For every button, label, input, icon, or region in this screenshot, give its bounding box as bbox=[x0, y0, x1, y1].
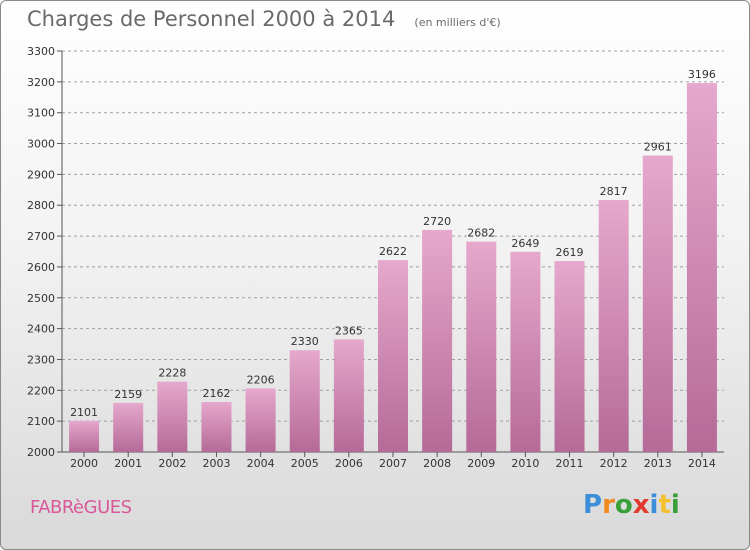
y-tick-label: 2400 bbox=[27, 323, 55, 336]
x-tick-label: 2009 bbox=[467, 457, 495, 470]
data-label: 2961 bbox=[644, 141, 672, 154]
chart-subtitle: (en milliers d'€) bbox=[414, 16, 501, 29]
x-tick-label: 2007 bbox=[379, 457, 407, 470]
commune-name: FABRèGUES bbox=[30, 497, 132, 518]
y-tick-label: 3100 bbox=[27, 107, 55, 120]
x-tick-label: 2005 bbox=[291, 457, 319, 470]
proxiti-logo[interactable]: Proxiti bbox=[583, 490, 680, 520]
logo-letter: i bbox=[649, 490, 659, 520]
bar bbox=[554, 261, 585, 452]
y-tick-label: 2000 bbox=[27, 446, 55, 459]
bar bbox=[642, 155, 673, 452]
data-label: 2162 bbox=[202, 387, 230, 400]
x-tick-label: 2014 bbox=[688, 457, 716, 470]
data-label: 2720 bbox=[423, 215, 451, 228]
bar bbox=[333, 339, 364, 452]
axes: 2000 2100 2200 2300 2400 2500 2600 2700 2800 2900… bbox=[27, 45, 724, 470]
bar bbox=[201, 402, 232, 452]
data-label: 3196 bbox=[688, 68, 716, 81]
chart-title: Charges de Personnel 2000 à 2014 bbox=[27, 7, 396, 31]
bar bbox=[69, 420, 100, 452]
bar bbox=[245, 388, 276, 452]
y-tick-label: 2800 bbox=[27, 199, 55, 212]
data-label: 2228 bbox=[158, 367, 186, 380]
bar bbox=[686, 83, 717, 452]
y-tick-label: 3200 bbox=[27, 76, 55, 89]
title-block: Charges de Personnel 2000 à 2014 (en mil… bbox=[27, 7, 501, 31]
bar bbox=[598, 199, 629, 452]
logo-letter: r bbox=[602, 490, 615, 520]
x-tick-label: 2001 bbox=[114, 457, 142, 470]
y-tick-label: 3000 bbox=[27, 138, 55, 151]
data-label: 2365 bbox=[335, 324, 363, 337]
bar bbox=[157, 381, 188, 452]
x-tick-label: 2003 bbox=[202, 457, 230, 470]
logo-letter: i bbox=[670, 490, 680, 520]
bar bbox=[510, 251, 541, 452]
x-tick-label: 2008 bbox=[423, 457, 451, 470]
y-tick-label: 2100 bbox=[27, 415, 55, 428]
data-label: 2159 bbox=[114, 388, 142, 401]
data-label: 2101 bbox=[70, 406, 98, 419]
y-tick-label: 2600 bbox=[27, 261, 55, 274]
x-tick-label: 2012 bbox=[600, 457, 628, 470]
y-tick-label: 2900 bbox=[27, 168, 55, 181]
bar bbox=[289, 350, 320, 452]
labels: 2101 2159 2228 2162 2206 2330 2365 2622 2720 2682… bbox=[70, 68, 716, 419]
y-tick-label: 2300 bbox=[27, 353, 55, 366]
data-label: 2622 bbox=[379, 245, 407, 258]
bar bbox=[113, 402, 144, 452]
x-tick-label: 2006 bbox=[335, 457, 363, 470]
x-tick-label: 2013 bbox=[644, 457, 672, 470]
data-label: 2330 bbox=[291, 335, 319, 348]
data-label: 2619 bbox=[556, 246, 584, 259]
data-label: 2817 bbox=[600, 185, 628, 198]
y-tick-label: 2200 bbox=[27, 384, 55, 397]
bars bbox=[69, 83, 717, 452]
data-label: 2682 bbox=[467, 227, 495, 240]
bar bbox=[466, 241, 497, 452]
y-tick-label: 2500 bbox=[27, 292, 55, 305]
x-tick-label: 2000 bbox=[70, 457, 98, 470]
x-tick-label: 2004 bbox=[247, 457, 275, 470]
x-tick-label: 2010 bbox=[511, 457, 539, 470]
bar bbox=[377, 260, 409, 452]
data-label: 2206 bbox=[247, 373, 275, 386]
x-tick-label: 2011 bbox=[556, 457, 584, 470]
x-tick-label: 2002 bbox=[158, 457, 186, 470]
logo-letter: x bbox=[632, 490, 650, 520]
logo-letter: P bbox=[583, 490, 603, 520]
logo-letter: t bbox=[658, 490, 671, 520]
data-label: 2649 bbox=[511, 237, 539, 250]
bar bbox=[422, 229, 453, 452]
logo-letter: o bbox=[614, 490, 633, 520]
y-tick-label: 2700 bbox=[27, 230, 55, 243]
y-tick-label: 3300 bbox=[27, 45, 55, 58]
